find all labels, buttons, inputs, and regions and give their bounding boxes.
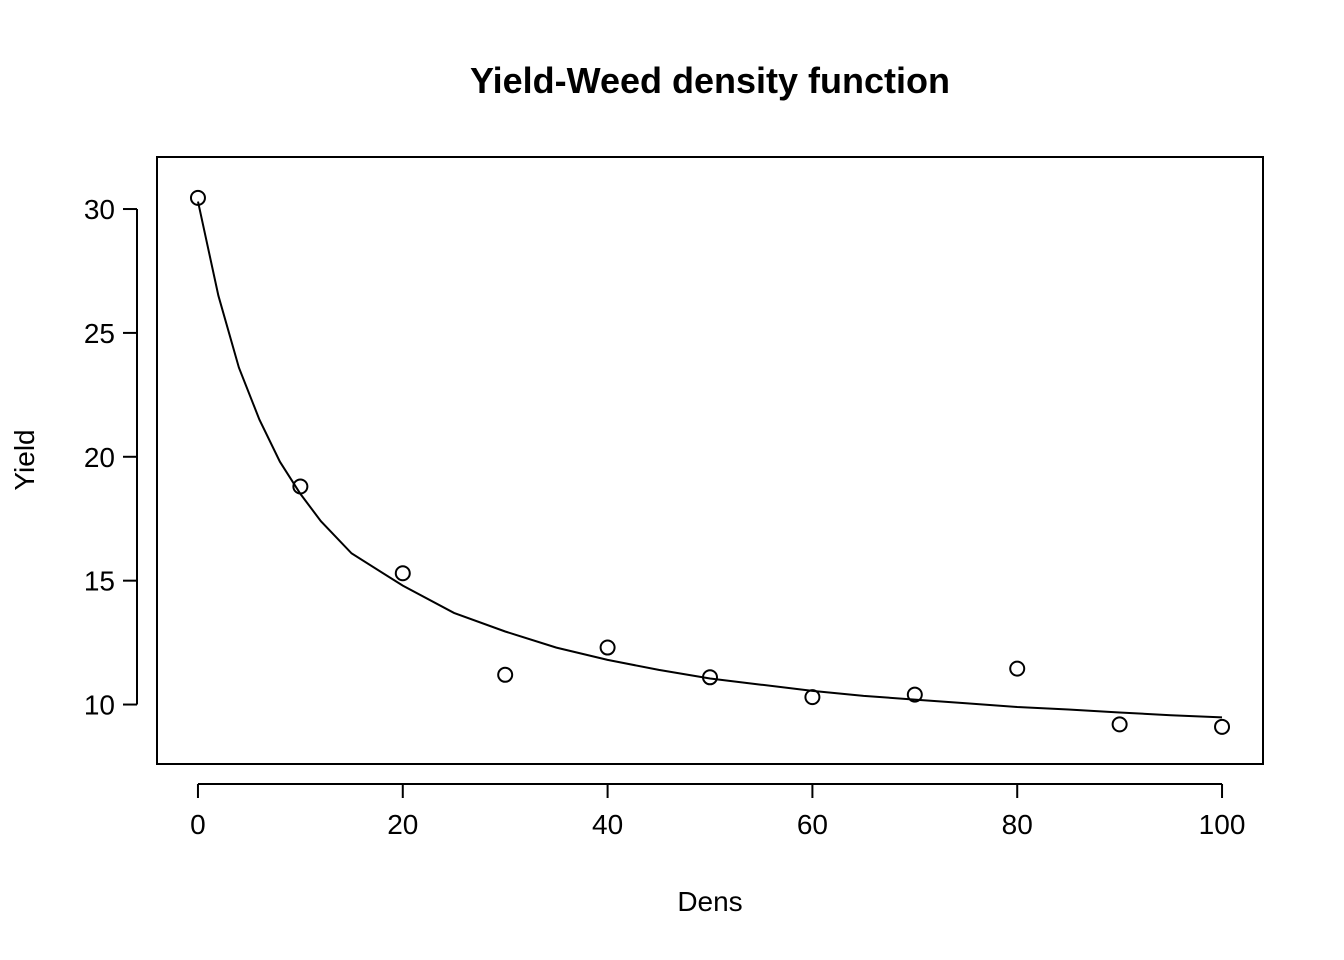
x-tick-label: 40 [592, 809, 623, 840]
data-point [599, 639, 616, 656]
y-tick-label: 20 [84, 442, 115, 473]
series-layer [189, 189, 1231, 735]
x-axis-label: Dens [677, 886, 742, 917]
data-point [394, 565, 411, 582]
y-tick-label: 30 [84, 194, 115, 225]
y-axis-label: Yield [9, 429, 40, 490]
x-tick-label: 80 [1002, 809, 1033, 840]
data-point [1214, 718, 1231, 735]
y-tick-label: 25 [84, 318, 115, 349]
x-tick-label: 20 [387, 809, 418, 840]
y-tick-label: 15 [84, 566, 115, 597]
x-tick-label: 60 [797, 809, 828, 840]
data-point [1009, 660, 1026, 677]
x-tick-label: 100 [1199, 809, 1246, 840]
y-axis: 10 15 20 25 30 [84, 194, 138, 721]
fitted-curve [197, 201, 1223, 719]
plot-frame [156, 156, 1264, 765]
x-axis: 0 20 40 60 80 100 [190, 783, 1246, 840]
chart-title: Yield-Weed density function [470, 60, 950, 101]
y-tick-label: 10 [84, 690, 115, 721]
data-point [497, 666, 514, 683]
data-point [906, 686, 923, 703]
data-point [1111, 716, 1128, 733]
x-tick-label: 0 [190, 809, 206, 840]
